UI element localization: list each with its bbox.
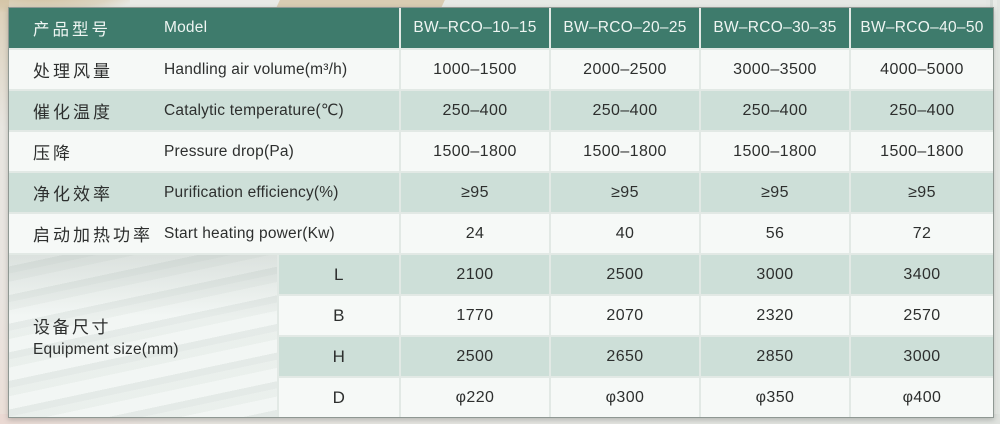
H-value-4: 3000 bbox=[851, 337, 993, 376]
heating-power-value-2: 40 bbox=[551, 214, 699, 253]
row-purification-label: 净化效率 Purification efficiency(%) bbox=[9, 173, 399, 212]
L-value-4: 3400 bbox=[851, 255, 993, 294]
row-purification-en: Purification efficiency(%) bbox=[164, 183, 339, 201]
H-value-1: 2500 bbox=[401, 337, 549, 376]
row-pressure-drop-label: 压降 Pressure drop(Pa) bbox=[9, 132, 399, 171]
L-value-1: 2100 bbox=[401, 255, 549, 294]
row-heating-power-label: 启动加热功率 Start heating power(Kw) bbox=[9, 214, 399, 253]
purification-value-1: ≥95 bbox=[401, 173, 549, 212]
equipment-size-zh: 设备尺寸 bbox=[33, 318, 111, 337]
row-pressure-drop-zh: 压降 bbox=[33, 144, 73, 163]
header-model-3: BW–RCO–30–35 bbox=[701, 8, 849, 48]
header-model-1: BW–RCO–10–15 bbox=[401, 8, 549, 48]
pressure-drop-value-2: 1500–1800 bbox=[551, 132, 699, 171]
row-purification-zh: 净化效率 bbox=[33, 185, 113, 204]
pressure-drop-value-1: 1500–1800 bbox=[401, 132, 549, 171]
row-catalytic-temp-en: Catalytic temperature(℃) bbox=[164, 102, 344, 119]
heating-power-value-4: 72 bbox=[851, 214, 993, 253]
catalytic-temp-value-1: 250–400 bbox=[401, 91, 549, 130]
purification-value-4: ≥95 bbox=[851, 173, 993, 212]
D-value-2: φ300 bbox=[551, 378, 699, 417]
D-value-4: φ400 bbox=[851, 378, 993, 417]
pressure-drop-value-4: 1500–1800 bbox=[851, 132, 993, 171]
row-heating-power-zh: 启动加热功率 bbox=[33, 226, 153, 245]
B-value-4: 2570 bbox=[851, 296, 993, 335]
air-volume-value-4: 4000–5000 bbox=[851, 50, 993, 89]
equipment-size-merged-cell: 设备尺寸 Equipment size(mm) bbox=[9, 255, 277, 417]
product-spec-table: 产品型号 Model BW–RCO–10–15 BW–RCO–20–25 BW–… bbox=[8, 7, 994, 418]
H-value-3: 2850 bbox=[701, 337, 849, 376]
row-catalytic-temp-zh: 催化温度 bbox=[33, 103, 113, 122]
row-catalytic-temp-label: 催化温度 Catalytic temperature(℃) bbox=[9, 91, 399, 130]
B-value-1: 1770 bbox=[401, 296, 549, 335]
catalytic-temp-value-3: 250–400 bbox=[701, 91, 849, 130]
B-value-2: 2070 bbox=[551, 296, 699, 335]
row-heating-power-en: Start heating power(Kw) bbox=[164, 224, 335, 242]
purification-value-3: ≥95 bbox=[701, 173, 849, 212]
L-value-3: 3000 bbox=[701, 255, 849, 294]
equipment-size-en: Equipment size(mm) bbox=[33, 341, 179, 358]
catalytic-temp-value-2: 250–400 bbox=[551, 91, 699, 130]
air-volume-value-1: 1000–1500 bbox=[401, 50, 549, 89]
catalytic-temp-value-4: 250–400 bbox=[851, 91, 993, 130]
B-value-3: 2320 bbox=[701, 296, 849, 335]
D-value-1: φ220 bbox=[401, 378, 549, 417]
air-volume-value-3: 3000–3500 bbox=[701, 50, 849, 89]
L-value-2: 2500 bbox=[551, 255, 699, 294]
purification-value-2: ≥95 bbox=[551, 173, 699, 212]
subrow-D-label: D bbox=[279, 378, 399, 417]
header-model-2: BW–RCO–20–25 bbox=[551, 8, 699, 48]
row-air-volume-zh: 处理风量 bbox=[33, 62, 113, 81]
heating-power-value-3: 56 bbox=[701, 214, 849, 253]
pressure-drop-value-3: 1500–1800 bbox=[701, 132, 849, 171]
row-pressure-drop-en: Pressure drop(Pa) bbox=[164, 142, 295, 160]
D-value-3: φ350 bbox=[701, 378, 849, 417]
row-air-volume-en: Handling air volume(m³/h) bbox=[164, 60, 348, 78]
header-label-zh: 产品型号 bbox=[33, 21, 111, 39]
header-model-4: BW–RCO–40–50 bbox=[851, 8, 993, 48]
subrow-L-label: L bbox=[279, 255, 399, 294]
heating-power-value-1: 24 bbox=[401, 214, 549, 253]
header-label-en: Model bbox=[164, 19, 208, 36]
row-air-volume-label: 处理风量 Handling air volume(m³/h) bbox=[9, 50, 399, 89]
header-label-cell: 产品型号 Model bbox=[9, 8, 399, 48]
subrow-H-label: H bbox=[279, 337, 399, 376]
H-value-2: 2650 bbox=[551, 337, 699, 376]
subrow-B-label: B bbox=[279, 296, 399, 335]
air-volume-value-2: 2000–2500 bbox=[551, 50, 699, 89]
